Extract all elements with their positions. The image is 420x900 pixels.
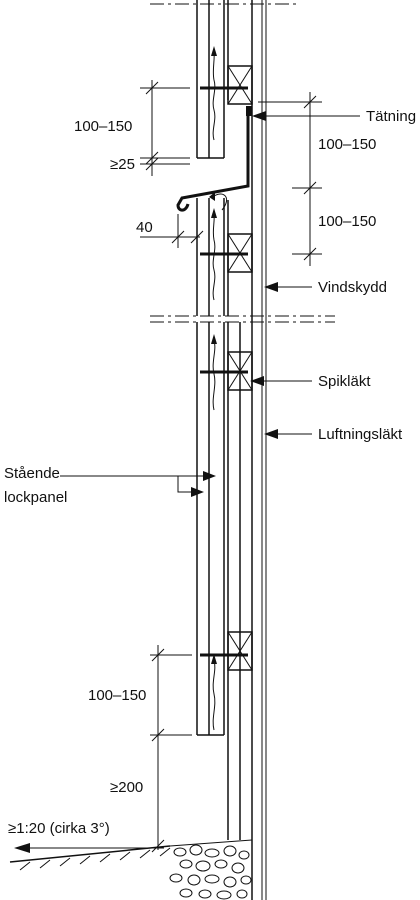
leader-tatning <box>252 111 360 121</box>
dim-text-slope: ≥1:20 (cirka 3°) <box>8 820 110 837</box>
nailing-batten-upper <box>227 65 253 105</box>
dim-text-overlap-upper: 100–150 <box>74 118 132 135</box>
label-spiklakt: Spikläkt <box>318 373 371 390</box>
airflow-arrow-upper <box>211 46 217 141</box>
leader-vindskydd <box>264 282 312 292</box>
leader-luftningslakt <box>264 429 312 439</box>
upper-cover-board <box>196 0 229 159</box>
dim-min-gap <box>140 152 190 176</box>
label-luftningslakt: Luftningsläkt <box>318 426 403 443</box>
airflow-arrow-lower-1 <box>211 334 217 411</box>
dim-overlap-lower <box>150 645 192 746</box>
dim-right-lower <box>292 200 322 266</box>
dim-text-ground-clearance: ≥200 <box>110 779 143 796</box>
lower-cover-board <box>196 322 241 840</box>
dim-ground-clearance <box>151 735 165 853</box>
dim-right-upper <box>258 92 322 200</box>
ground-surface <box>9 839 253 871</box>
leader-spiklakt <box>250 376 312 386</box>
dim-text-overlap-lower: 100–150 <box>88 687 146 704</box>
label-staende: Stående <box>4 465 60 482</box>
dim-overlap-upper <box>140 80 190 170</box>
flashing <box>176 116 250 212</box>
dim-text-right-upper: 100–150 <box>318 136 376 153</box>
nailing-batten-lower-2 <box>227 631 253 671</box>
middle-break-line <box>150 315 335 323</box>
leader-staende-lockpanel <box>60 471 216 497</box>
label-lockpanel: lockpanel <box>4 489 67 506</box>
wind-barrier-lines <box>251 0 267 900</box>
airflow-arrow-lower-2 <box>211 654 217 731</box>
sealing-strip <box>246 106 252 116</box>
dim-text-right-lower: 100–150 <box>318 213 376 230</box>
dim-text-min-gap: ≥25 <box>110 156 135 173</box>
slope-arrow-head <box>14 843 30 853</box>
label-vindskydd: Vindskydd <box>318 279 387 296</box>
gravel-bed <box>169 844 252 900</box>
label-tatning: Tätning <box>366 108 416 125</box>
dim-text-drip-offset: 40 <box>136 219 153 236</box>
dim-drip-offset <box>140 214 204 248</box>
